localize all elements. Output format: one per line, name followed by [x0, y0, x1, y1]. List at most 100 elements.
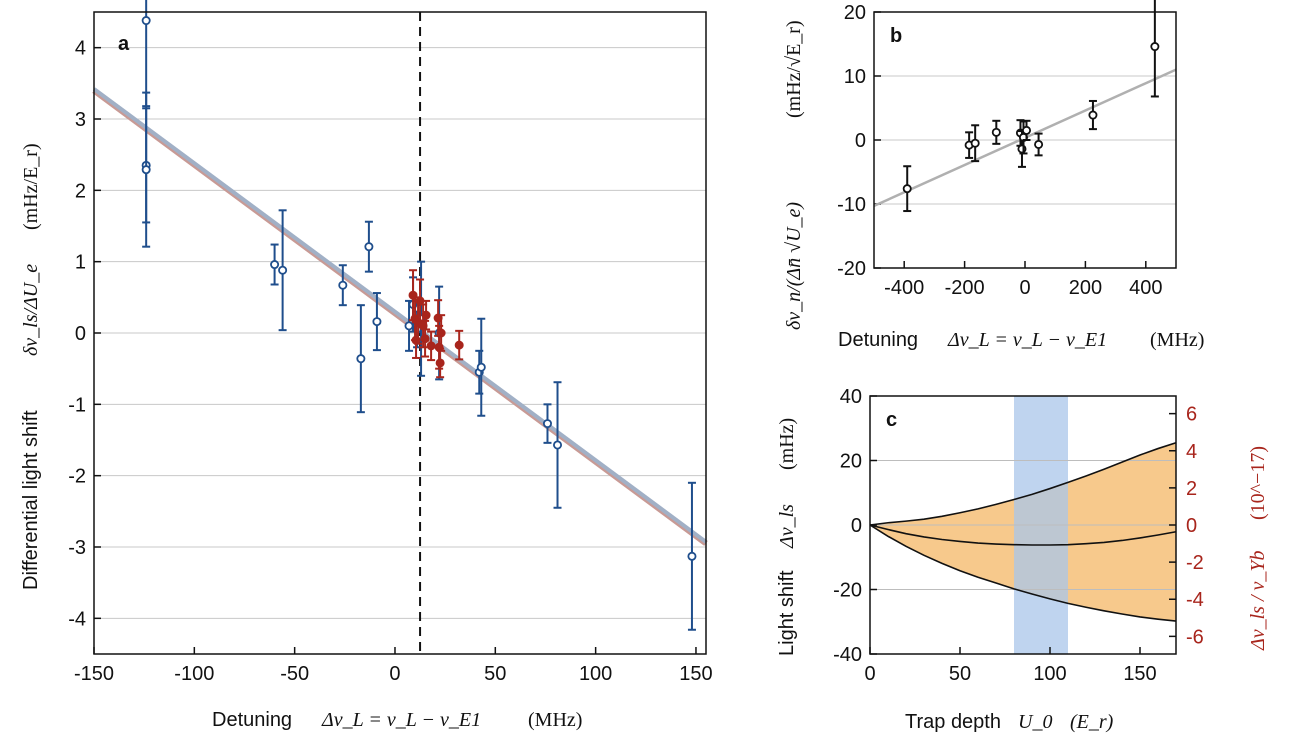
y-axis-label-math: δν_ls/ΔU_e — [20, 264, 42, 356]
x-axis-unit: (MHz) — [528, 709, 582, 731]
y-tick-label: 0 — [75, 323, 86, 345]
curve — [869, 524, 1177, 622]
y2-tick-label: 6 — [1186, 404, 1197, 426]
data-point — [426, 341, 436, 351]
x-axis-unit: (E_r) — [1070, 711, 1114, 733]
y-axis-unit: (mHz/E_r) — [20, 143, 42, 230]
x-axis-label: Trap depth — [905, 711, 1001, 733]
y-tick-label: 1 — [75, 252, 86, 274]
x-axis-unit: (MHz) — [1150, 329, 1204, 351]
y-tick-label: -1 — [68, 394, 86, 416]
panel-b: -20 -10 0 10 20 -400 -200 0 200 400 b Detuning Δν_L … — [783, 0, 1204, 351]
x-axis-label-math: Δν_L = ν_L − ν_E1 — [321, 709, 481, 731]
x-tick-label: 0 — [864, 663, 875, 685]
y-tick-label: 20 — [840, 451, 862, 473]
x-tick-label: -400 — [884, 277, 924, 299]
y-axis-unit: (mHz/√E_r) — [783, 20, 805, 118]
x-tick-label: 50 — [484, 663, 506, 685]
plot-frame — [93, 11, 707, 655]
data-point — [356, 354, 366, 364]
y-tick-label: 20 — [844, 2, 866, 24]
data-point — [1088, 110, 1098, 120]
x-tick-label: 400 — [1129, 277, 1162, 299]
x-tick-label: 150 — [679, 663, 712, 685]
y-tick-label: -3 — [68, 537, 86, 559]
data-point — [1017, 144, 1027, 154]
x-tick-label: -150 — [74, 663, 114, 685]
data-point — [141, 16, 151, 26]
y-tick-label: -2 — [68, 466, 86, 488]
x-tick-label: -200 — [945, 277, 985, 299]
x-axis-label-math: U_0 — [1018, 711, 1052, 733]
data-point — [372, 317, 382, 327]
y2-tick-label: 4 — [1186, 441, 1197, 463]
x-tick-label: -50 — [280, 663, 309, 685]
data-point — [270, 260, 280, 270]
data-point — [364, 242, 374, 252]
plot-frame — [869, 395, 1177, 655]
x-tick-label: 50 — [949, 663, 971, 685]
x-axis-label: Detuning — [838, 329, 918, 351]
y-tick-label: -4 — [68, 608, 86, 630]
y-axis-unit: (mHz) — [776, 418, 798, 470]
x-tick-label: -100 — [174, 663, 214, 685]
data-point — [1034, 139, 1044, 149]
fit-line-blue — [92, 87, 708, 544]
data-point — [338, 280, 348, 290]
data-point — [404, 321, 414, 331]
y-axis-label-math: δν_n/(Δn̄ √U_e) — [783, 202, 805, 330]
y2-tick-label: -2 — [1186, 552, 1204, 574]
data-point — [542, 419, 552, 429]
panel-label-c: c — [886, 409, 897, 431]
data-point — [141, 165, 151, 175]
y-tick-label: -20 — [837, 258, 866, 280]
x-tick-label: 0 — [389, 663, 400, 685]
y-tick-label: 4 — [75, 38, 86, 60]
data-point — [991, 127, 1001, 137]
data-point — [278, 265, 288, 275]
data-point — [421, 310, 431, 320]
data-point — [476, 362, 486, 372]
y-tick-label: 0 — [851, 515, 862, 537]
y-tick-label: 2 — [75, 180, 86, 202]
x-axis-label-math: Δν_L = ν_L − ν_E1 — [947, 329, 1107, 351]
data-point — [436, 328, 446, 338]
y2-axis-label-math: Δν_ls / ν_Yb — [1247, 550, 1269, 651]
y-tick-label: 40 — [840, 386, 862, 408]
x-tick-label: 100 — [579, 663, 612, 685]
panel-label-b: b — [890, 25, 902, 47]
y2-tick-label: -6 — [1186, 626, 1204, 648]
data-point — [553, 440, 563, 450]
y-tick-label: -20 — [833, 580, 862, 602]
data-point — [1022, 125, 1032, 135]
y-tick-label: 0 — [855, 130, 866, 152]
x-tick-label: 200 — [1069, 277, 1102, 299]
plot-frame — [873, 11, 1177, 269]
y-tick-label: -40 — [833, 644, 862, 666]
x-tick-label: 150 — [1123, 663, 1156, 685]
y2-tick-label: -4 — [1186, 589, 1204, 611]
y2-tick-label: 2 — [1186, 478, 1197, 500]
y-tick-label: -10 — [837, 194, 866, 216]
data-point — [1150, 42, 1160, 52]
data-point — [420, 334, 430, 344]
data-point — [902, 184, 912, 194]
x-tick-label: 0 — [1019, 277, 1030, 299]
x-tick-label: 100 — [1033, 663, 1066, 685]
x-axis-label: Detuning — [212, 709, 292, 731]
data-point — [970, 138, 980, 148]
data-point — [687, 551, 697, 561]
y-tick-label: 3 — [75, 109, 86, 131]
y-axis-label: Light shift — [776, 570, 798, 656]
y-axis-label-math: Δν_ls — [776, 504, 798, 549]
panel-label-a: a — [118, 33, 130, 55]
y2-axis-unit: (10^−17) — [1247, 446, 1269, 520]
y-axis-label: Differential light shift — [20, 410, 42, 590]
data-point — [454, 340, 464, 350]
panel-a: -4 -3 -2 -1 0 1 2 3 4 -150 -100 -50 0 50 100 150 a Detuni… — [20, 0, 713, 731]
y-tick-label: 10 — [844, 66, 866, 88]
y2-tick-label: 0 — [1186, 515, 1197, 537]
data-point — [435, 358, 445, 368]
